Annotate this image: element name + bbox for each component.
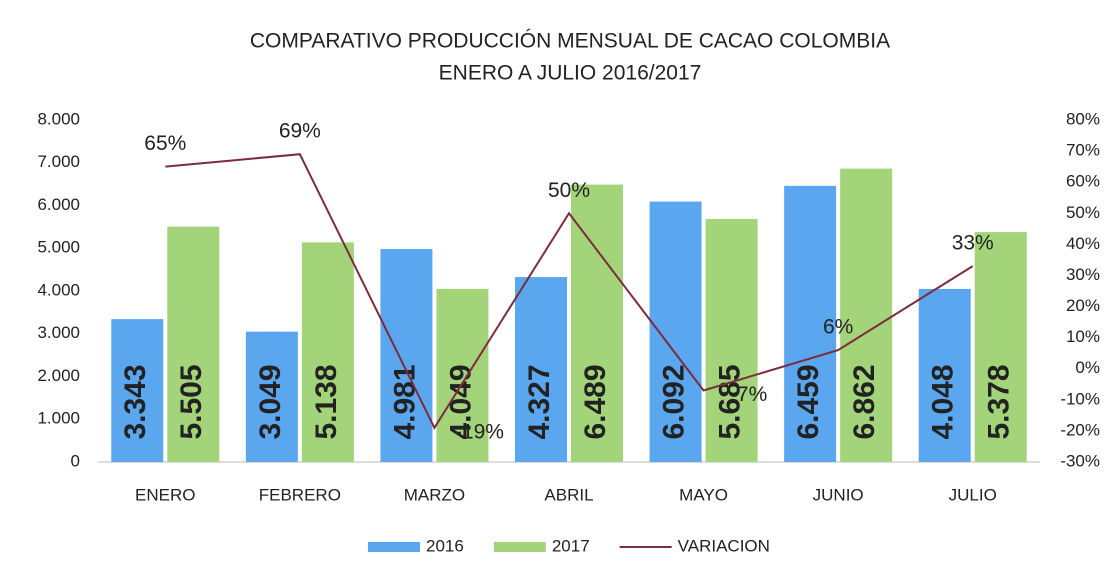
x-tick-label: MAYO — [679, 485, 728, 504]
bar-value-label: 4.048 — [927, 364, 960, 439]
y-tick-label: 1.000 — [37, 409, 80, 428]
y2-tick-label: 40% — [1066, 234, 1100, 253]
bar — [111, 319, 164, 462]
bar — [167, 226, 220, 462]
y-tick-label: 4.000 — [37, 280, 80, 299]
y2-tick-label: 30% — [1066, 265, 1100, 284]
y2-tick-label: 10% — [1066, 327, 1100, 346]
line-value-label: 50% — [548, 179, 590, 202]
bar — [515, 277, 567, 462]
bar-value-label: 4.981 — [388, 364, 421, 439]
y2-tick-label: 80% — [1066, 109, 1100, 128]
y2-tick-label: 60% — [1066, 172, 1100, 191]
bar — [918, 288, 971, 462]
bar-value-label: 6.459 — [792, 364, 825, 439]
bar-value-label: 6.092 — [657, 364, 690, 439]
bar-value-label: 5.138 — [310, 364, 343, 439]
chart-title: COMPARATIVO PRODUCCIÓN MENSUAL DE CACAO … — [250, 30, 890, 53]
y2-tick-label: 70% — [1066, 141, 1100, 160]
y2-tick-label: 0% — [1075, 358, 1100, 377]
line-value-label: -19% — [455, 420, 504, 443]
line-value-label: 33% — [952, 232, 994, 255]
bar-value-label: 5.505 — [175, 364, 208, 439]
bar-value-label: 4.327 — [523, 364, 556, 439]
bar — [380, 249, 433, 462]
chart-subtitle: ENERO A JULIO 2016/2017 — [439, 62, 702, 85]
bar — [784, 185, 837, 462]
line-value-label: -7% — [730, 383, 767, 406]
x-tick-label: JULIO — [949, 485, 997, 504]
line-value-label: 69% — [279, 120, 321, 143]
legend-swatch — [368, 542, 420, 552]
bar — [571, 184, 623, 462]
y-tick-label: 7.000 — [37, 152, 80, 171]
x-tick-label: FEBRERO — [259, 485, 341, 504]
line — [165, 153, 974, 430]
y-tick-label: 3.000 — [37, 323, 80, 342]
y-tick-label: 2.000 — [37, 366, 80, 385]
bar-value-label: 6.862 — [848, 364, 881, 439]
y2-tick-label: -10% — [1060, 389, 1100, 408]
bar — [245, 331, 298, 462]
x-tick-label: ENERO — [135, 485, 195, 504]
bar-value-label: 5.378 — [983, 364, 1016, 439]
y2-tick-label: 50% — [1066, 203, 1100, 222]
legend-label: VARIACION — [678, 536, 770, 555]
y-tick-label: 5.000 — [37, 238, 80, 257]
y2-tick-label: -30% — [1060, 451, 1100, 470]
bar — [436, 288, 489, 462]
y2-tick-label: -20% — [1060, 420, 1100, 439]
legend-swatch — [493, 542, 546, 552]
bar — [705, 218, 758, 462]
y2-tick-label: 20% — [1066, 296, 1100, 315]
y-tick-label: 0 — [71, 451, 80, 470]
bar — [974, 232, 1027, 462]
bar-value-label: 6.489 — [579, 364, 612, 439]
bar — [301, 242, 354, 462]
bar-value-label: 3.049 — [254, 364, 287, 439]
legend-label: 2016 — [426, 536, 464, 555]
y-tick-label: 6.000 — [37, 195, 80, 214]
line-value-label: 65% — [144, 132, 186, 155]
bar — [840, 168, 893, 462]
x-tick-label: JUNIO — [813, 485, 864, 504]
x-tick-label: MARZO — [404, 485, 465, 504]
x-tick-label: ABRIL — [544, 485, 593, 504]
line-value-label: 6% — [823, 316, 853, 339]
bar-value-label: 5.685 — [713, 364, 746, 439]
bar-value-label: 3.343 — [119, 364, 152, 439]
y-tick-label: 8.000 — [37, 109, 80, 128]
legend-label: 2017 — [552, 536, 590, 555]
